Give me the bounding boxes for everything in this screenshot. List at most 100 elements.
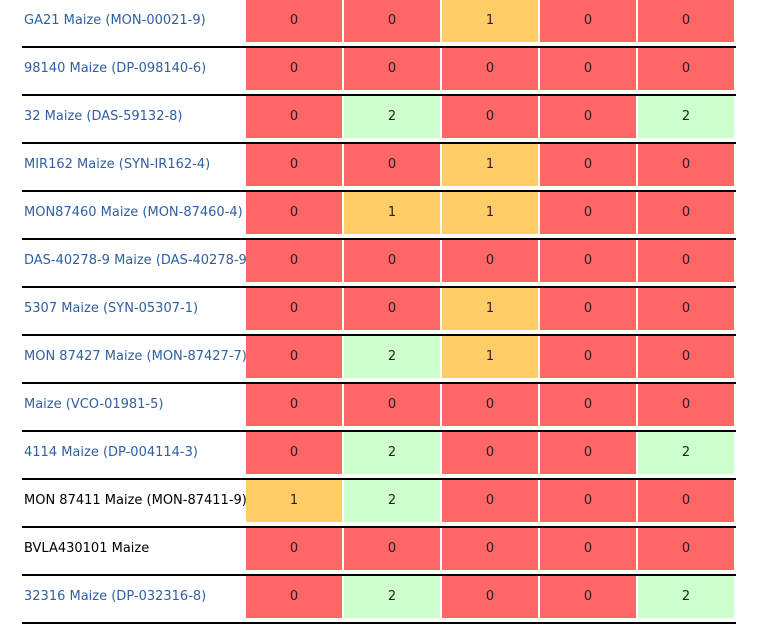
event-name-cell: GA21 Maize (MON-00021-9) bbox=[22, 0, 248, 46]
event-name-link[interactable]: MON87460 Maize (MON-87460-4) bbox=[24, 205, 243, 220]
row-divider bbox=[22, 94, 736, 96]
row-divider bbox=[22, 382, 736, 384]
value-cell: 0 bbox=[540, 192, 636, 234]
value-cell: 0 bbox=[540, 336, 636, 378]
event-name-cell: 98140 Maize (DP-098140-6) bbox=[22, 48, 248, 94]
table-row: DAS-40278-9 Maize (DAS-40278-9) 0 0 0 0 0 bbox=[22, 240, 736, 288]
event-name-cell: 32316 Maize (DP-032316-8) bbox=[22, 576, 248, 622]
value-cell: 0 bbox=[246, 48, 342, 90]
value-cell: 2 bbox=[344, 336, 440, 378]
event-name-cell: 32 Maize (DAS-59132-8) bbox=[22, 96, 248, 142]
value-cell: 0 bbox=[638, 240, 734, 282]
value-cell: 0 bbox=[638, 192, 734, 234]
row-divider bbox=[22, 430, 736, 432]
value-cell: 0 bbox=[344, 48, 440, 90]
table-row: 4114 Maize (DP-004114-3) 0 2 0 0 2 bbox=[22, 432, 736, 480]
value-cell: 0 bbox=[540, 48, 636, 90]
table-row: BVLA430101 Maize 0 0 0 0 0 bbox=[22, 528, 736, 576]
row-divider bbox=[22, 574, 736, 576]
event-name-link[interactable]: 32 Maize (DAS-59132-8) bbox=[24, 109, 183, 124]
event-name-text: BVLA430101 Maize bbox=[24, 541, 150, 556]
value-cell: 2 bbox=[638, 432, 734, 474]
event-name-cell: BVLA430101 Maize bbox=[22, 528, 248, 574]
value-cell: 0 bbox=[638, 336, 734, 378]
value-cell: 0 bbox=[246, 0, 342, 42]
event-name-link[interactable]: MON 87427 Maize (MON-87427-7) bbox=[24, 349, 247, 364]
event-name-link[interactable]: GA21 Maize (MON-00021-9) bbox=[24, 13, 206, 28]
value-cell: 0 bbox=[638, 384, 734, 426]
value-cell: 0 bbox=[442, 384, 538, 426]
value-cell: 0 bbox=[638, 48, 734, 90]
value-cell: 0 bbox=[246, 336, 342, 378]
value-cell: 0 bbox=[246, 240, 342, 282]
value-cell: 0 bbox=[540, 528, 636, 570]
value-cell: 0 bbox=[246, 144, 342, 186]
event-name-link[interactable]: 98140 Maize (DP-098140-6) bbox=[24, 61, 207, 76]
table-row: 32316 Maize (DP-032316-8) 0 2 0 0 2 bbox=[22, 576, 736, 624]
event-name-link[interactable]: MIR162 Maize (SYN-IR162-4) bbox=[24, 157, 211, 172]
table-row: 5307 Maize (SYN-05307-1) 0 0 1 0 0 bbox=[22, 288, 736, 336]
table-row: 32 Maize (DAS-59132-8) 0 2 0 0 2 bbox=[22, 96, 736, 144]
value-cell: 0 bbox=[540, 432, 636, 474]
value-cell: 0 bbox=[442, 96, 538, 138]
event-name-cell: MON87460 Maize (MON-87460-4) bbox=[22, 192, 248, 238]
value-cell: 2 bbox=[638, 96, 734, 138]
value-cell: 1 bbox=[442, 0, 538, 42]
value-cell: 0 bbox=[540, 240, 636, 282]
row-divider bbox=[22, 622, 736, 624]
value-cell: 0 bbox=[442, 480, 538, 522]
value-cell: 0 bbox=[344, 144, 440, 186]
row-divider bbox=[22, 478, 736, 480]
value-cell: 0 bbox=[344, 528, 440, 570]
value-cell: 0 bbox=[638, 480, 734, 522]
event-name-link[interactable]: DAS-40278-9 Maize (DAS-40278-9) bbox=[24, 253, 248, 268]
value-cell: 0 bbox=[638, 288, 734, 330]
table-row: MIR162 Maize (SYN-IR162-4) 0 0 1 0 0 bbox=[22, 144, 736, 192]
event-name-link[interactable]: 4114 Maize (DP-004114-3) bbox=[24, 445, 198, 460]
value-cell: 0 bbox=[344, 384, 440, 426]
value-cell: 0 bbox=[344, 288, 440, 330]
event-name-link[interactable]: 5307 Maize (SYN-05307-1) bbox=[24, 301, 199, 316]
value-cell: 0 bbox=[638, 0, 734, 42]
row-divider bbox=[22, 190, 736, 192]
value-cell: 0 bbox=[540, 0, 636, 42]
value-cell: 1 bbox=[246, 480, 342, 522]
value-cell: 0 bbox=[540, 288, 636, 330]
value-cell: 0 bbox=[540, 96, 636, 138]
value-cell: 0 bbox=[344, 0, 440, 42]
value-cell: 1 bbox=[442, 336, 538, 378]
event-name-link[interactable]: 32316 Maize (DP-032316-8) bbox=[24, 589, 207, 604]
value-cell: 0 bbox=[638, 528, 734, 570]
event-name-cell: Maize (VCO-01981-5) bbox=[22, 384, 248, 430]
row-divider bbox=[22, 238, 736, 240]
row-divider bbox=[22, 526, 736, 528]
event-name-link[interactable]: Maize (VCO-01981-5) bbox=[24, 397, 164, 412]
value-cell: 0 bbox=[442, 528, 538, 570]
value-cell: 0 bbox=[246, 528, 342, 570]
event-name-cell: MON 87411 Maize (MON-87411-9) bbox=[22, 480, 248, 526]
table-row: 98140 Maize (DP-098140-6) 0 0 0 0 0 bbox=[22, 48, 736, 96]
value-cell: 0 bbox=[442, 576, 538, 618]
value-cell: 0 bbox=[540, 576, 636, 618]
table-row: MON 87427 Maize (MON-87427-7) 0 2 1 0 0 bbox=[22, 336, 736, 384]
event-name-cell: 4114 Maize (DP-004114-3) bbox=[22, 432, 248, 478]
value-cell: 0 bbox=[246, 192, 342, 234]
value-cell: 0 bbox=[344, 240, 440, 282]
value-cell: 0 bbox=[246, 288, 342, 330]
table-row: GA21 Maize (MON-00021-9) 0 0 1 0 0 bbox=[22, 0, 736, 48]
value-cell: 0 bbox=[246, 432, 342, 474]
table-row: MON87460 Maize (MON-87460-4) 0 1 1 0 0 bbox=[22, 192, 736, 240]
value-cell: 0 bbox=[540, 480, 636, 522]
value-cell: 2 bbox=[344, 96, 440, 138]
value-cell: 0 bbox=[246, 96, 342, 138]
value-cell: 0 bbox=[540, 384, 636, 426]
row-divider bbox=[22, 46, 736, 48]
value-cell: 0 bbox=[540, 144, 636, 186]
event-name-cell: DAS-40278-9 Maize (DAS-40278-9) bbox=[22, 240, 248, 286]
value-cell: 0 bbox=[442, 240, 538, 282]
value-cell: 1 bbox=[344, 192, 440, 234]
value-cell: 1 bbox=[442, 192, 538, 234]
event-name-cell: MIR162 Maize (SYN-IR162-4) bbox=[22, 144, 248, 190]
event-name-cell: 5307 Maize (SYN-05307-1) bbox=[22, 288, 248, 334]
value-cell: 2 bbox=[344, 432, 440, 474]
